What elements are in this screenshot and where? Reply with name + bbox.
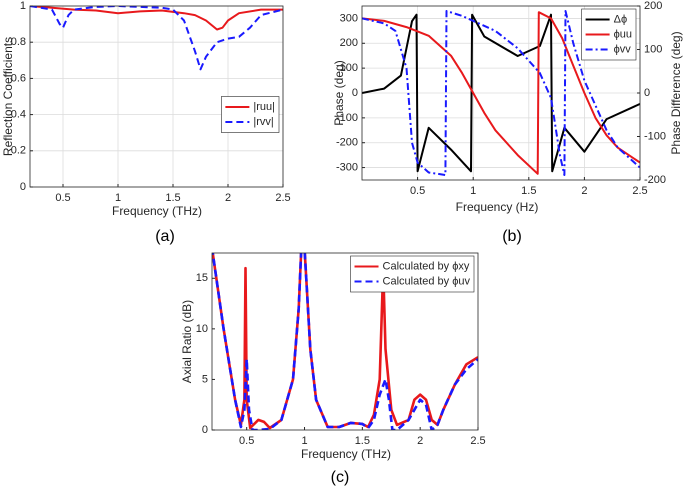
x-tick-label: 1	[470, 185, 476, 197]
series-line	[30, 6, 283, 71]
chart: 0.5 1 1.5 2 2.5 -300 -200 -100 0 100 200 300 -200 -10…	[332, 0, 683, 245]
y-axis-label: Phase (deg)	[332, 60, 346, 125]
legend-box	[350, 255, 475, 293]
x-tick-label: 2	[581, 185, 587, 197]
x-tick-label: 1	[301, 435, 307, 447]
y-tick-label: -200	[336, 137, 358, 149]
x-tick-label: 2.5	[275, 192, 290, 204]
series-line	[362, 10, 640, 176]
x-tick-label: 2	[225, 192, 231, 204]
chart: 0.5 1 1.5 2 2.5 0 5 10 15 Frequency (THz) Axial Ra…	[180, 252, 486, 486]
y-tick-label: 10	[196, 323, 208, 335]
legend-label: ϕuu	[614, 28, 632, 40]
series-line	[362, 11, 640, 175]
legend: Calculated by ϕxy Calculated by ϕuv	[350, 255, 475, 293]
y2-tick-label: 200	[644, 0, 662, 12]
y-tick-label: 1	[20, 0, 26, 12]
y-tick-label: 5	[202, 373, 208, 385]
y-tick-label: -100	[336, 112, 358, 124]
legend-box	[221, 96, 280, 133]
x-tick-label: 2	[417, 435, 423, 447]
legend-label: Δϕ	[614, 13, 628, 25]
y-axis-label: Axial Ratio (dB)	[180, 300, 194, 383]
y2-tick-label: 0	[644, 87, 650, 99]
legend-label: Calculated by ϕxy	[383, 260, 470, 272]
series-line	[30, 6, 283, 31]
lines	[362, 10, 640, 176]
x-axis-label: Frequency (Hz)	[456, 200, 539, 214]
y-tick-label: 15	[196, 272, 208, 284]
series-line	[212, 253, 478, 430]
legend-label: Calculated by ϕuv	[383, 275, 471, 287]
x-axis-label: Frequency (THz)	[301, 447, 391, 461]
lines	[30, 6, 283, 71]
legend: |ruu| |rvv|	[221, 96, 280, 133]
x-axis-label: Frequency (THz)	[112, 204, 202, 218]
y-tick-label: 300	[340, 12, 358, 24]
legend-label: |rvv|	[253, 116, 273, 128]
y2-tick-label: -200	[644, 174, 666, 186]
y-tick-label: 0.6	[11, 72, 26, 84]
axes-frame	[211, 252, 479, 431]
legend-label: |ruu|	[253, 101, 275, 113]
legend-label: ϕvv	[614, 43, 632, 55]
panel-label: (b)	[502, 228, 522, 245]
y2-tick-label: -100	[644, 130, 666, 142]
lines	[212, 253, 478, 430]
panel-label: (a)	[155, 228, 175, 245]
y-axis-label: Reflection Coefficients	[1, 37, 15, 156]
x-tick-label: 1.5	[521, 185, 536, 197]
y-tick-label: 0	[202, 424, 208, 436]
x-tick-label: 0.5	[410, 185, 425, 197]
x-tick-label: 1.5	[355, 435, 370, 447]
x-tick-label: 1	[115, 192, 121, 204]
y2-tick-label: 100	[644, 43, 662, 55]
x-tick-label: 2.5	[632, 185, 647, 197]
y-tick-label: 0.4	[11, 109, 26, 121]
x-tick-label: 2.5	[470, 435, 485, 447]
x-tick-label: 0.5	[239, 435, 254, 447]
y-tick-label: 0.2	[11, 145, 26, 157]
x-tick-label: 0.5	[55, 192, 70, 204]
x-tick-label: 1.5	[165, 192, 180, 204]
y2-axis-label: Phase Difference (deg)	[669, 31, 683, 154]
y-tick-label: 0	[20, 181, 26, 193]
y-tick-label: 0	[352, 87, 358, 99]
y-tick-label: 0.8	[11, 36, 26, 48]
axes-frame	[361, 5, 641, 181]
y-tick-label: 100	[340, 62, 358, 74]
legend: Δϕ ϕuu ϕvv	[581, 8, 637, 61]
axes-frame	[29, 5, 284, 188]
y-tick-label: -300	[336, 161, 358, 173]
panel-label: (c)	[331, 469, 350, 486]
y-tick-label: 200	[340, 37, 358, 49]
